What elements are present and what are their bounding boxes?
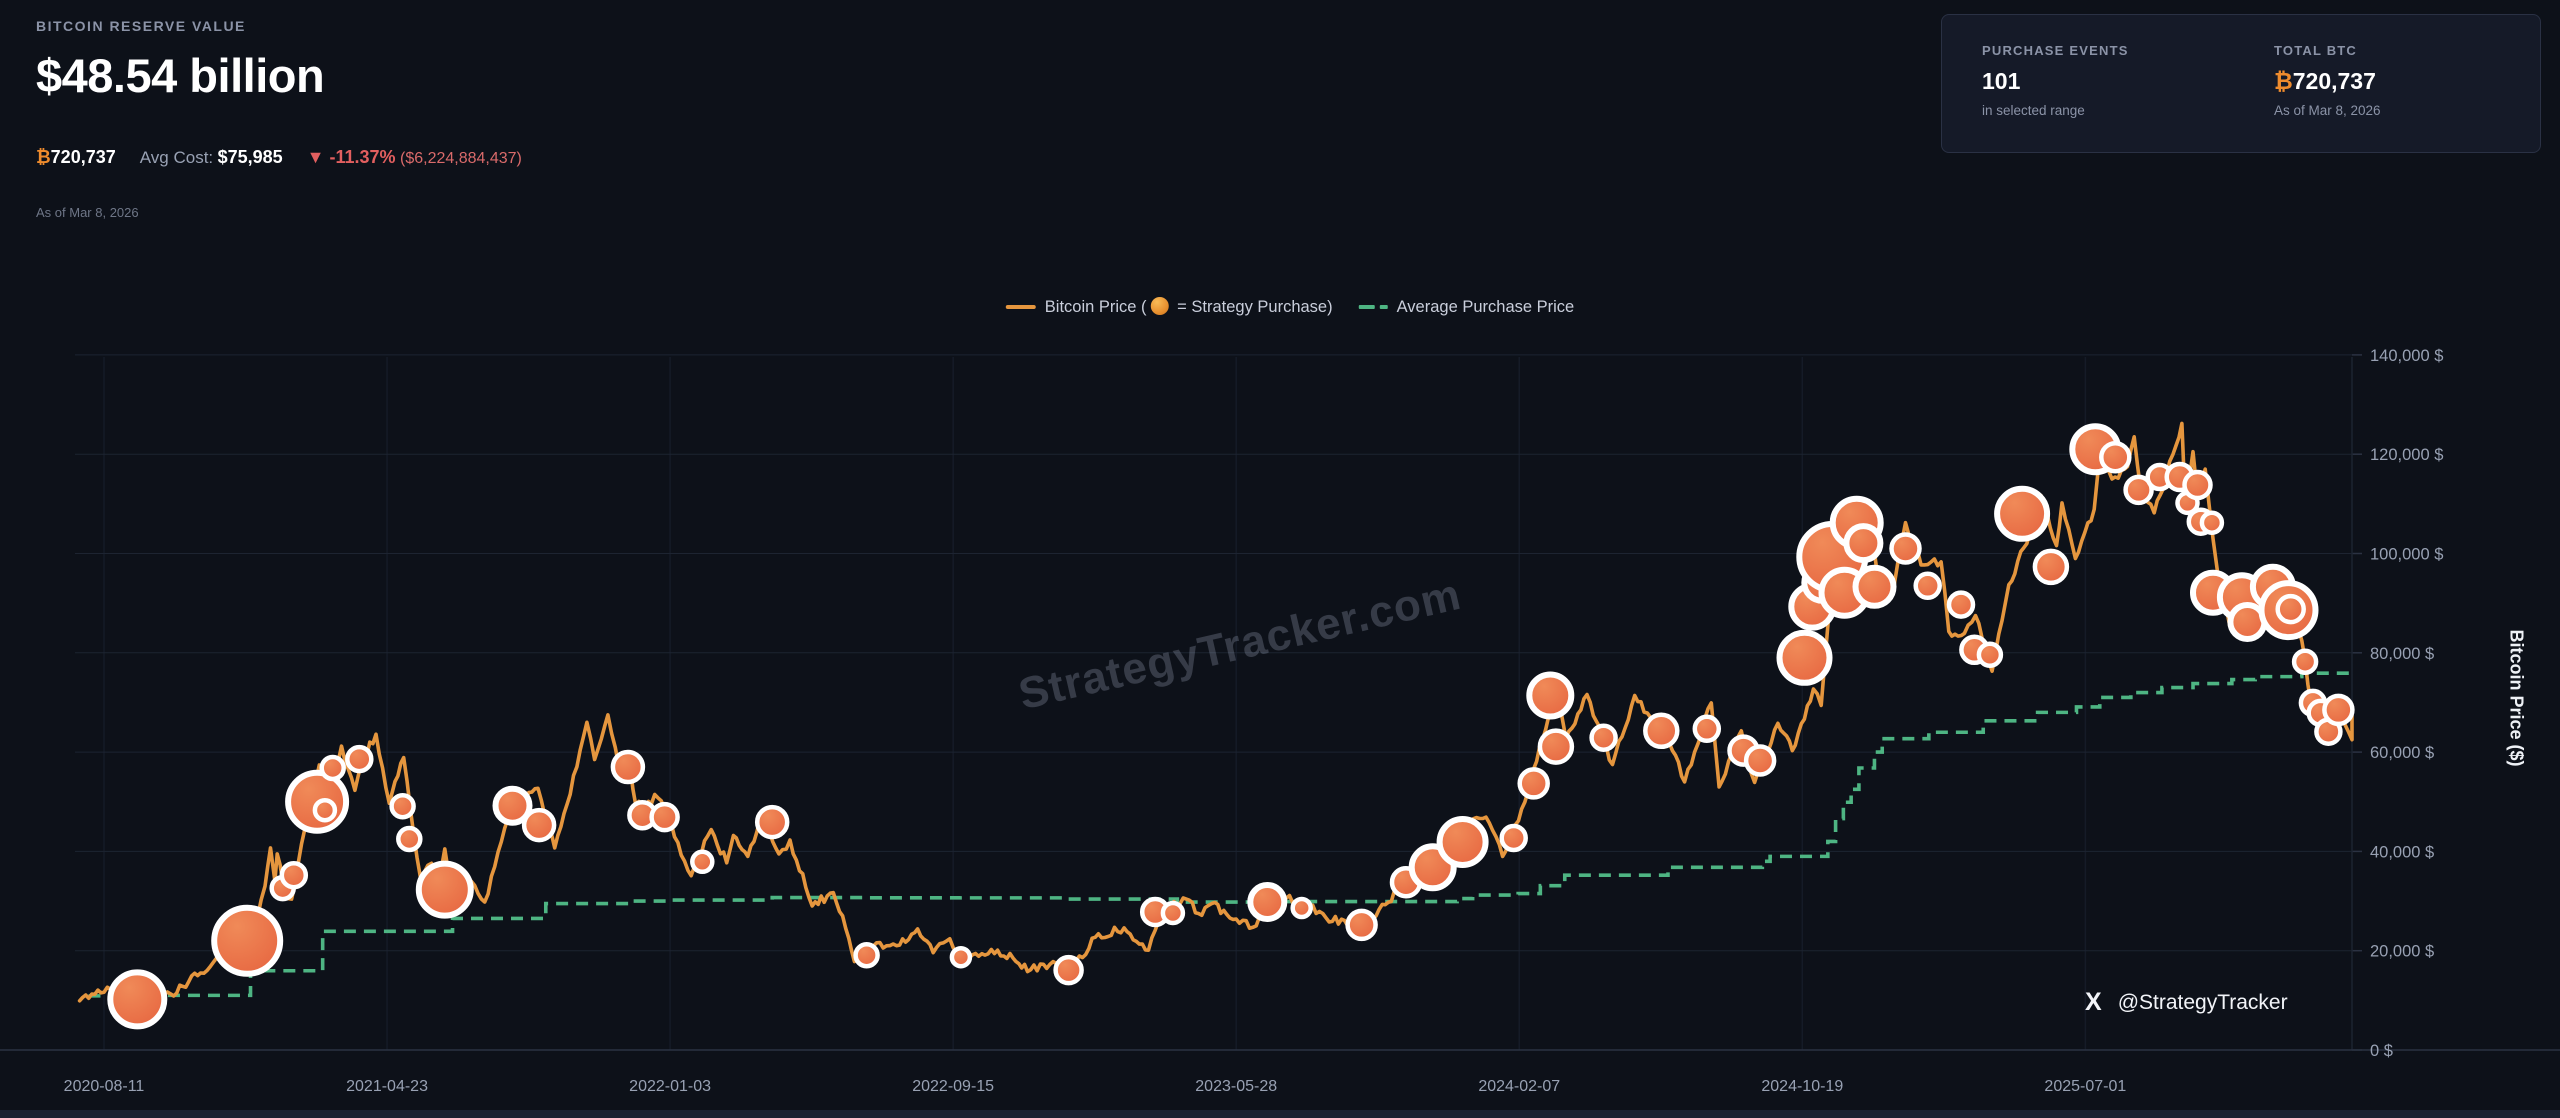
purchase-bubble[interactable] — [312, 797, 338, 823]
gridlines — [0, 354, 2560, 1051]
purchase-bubble[interactable] — [2032, 548, 2070, 586]
purchase-bubble[interactable] — [1743, 744, 1777, 777]
purchase-bubble[interactable] — [2182, 469, 2213, 501]
y-tick-label: 140,000 $ — [2370, 347, 2443, 365]
purchase-bubble[interactable] — [1776, 629, 1833, 686]
btc-symbol-icon: ₿ — [36, 147, 51, 167]
purchase-bubble[interactable] — [690, 849, 715, 875]
purchase-bubble[interactable] — [1589, 723, 1618, 752]
purchase-bubble[interactable] — [610, 749, 646, 785]
purchase-bubble[interactable] — [1843, 523, 1884, 564]
change-badge: ▼ -11.37% ($6,224,884,437) — [306, 147, 522, 167]
reserve-value-title: $48.54 billion — [36, 49, 325, 102]
x-tick-label: 2021-04-23 — [346, 1078, 428, 1095]
purchase-bubble[interactable] — [1537, 728, 1575, 765]
purchase-bubble[interactable] — [211, 904, 284, 977]
purchase-bubble[interactable] — [754, 804, 790, 840]
purchase-bubble[interactable] — [396, 825, 423, 853]
purchase-bubble[interactable] — [2123, 474, 2154, 506]
x-tick-label: 2025-07-01 — [2044, 1078, 2126, 1095]
x-tick-label: 2024-02-07 — [1478, 1078, 1560, 1095]
x-tick-label: 2022-09-15 — [912, 1078, 994, 1095]
purchase-bubble[interactable] — [1643, 712, 1680, 750]
x-handle: @StrategyTracker — [2117, 990, 2288, 1014]
x-tick-label: 2024-10-19 — [1761, 1078, 1843, 1095]
purchase-bubble[interactable] — [1499, 823, 1528, 853]
purchase-bubble[interactable] — [1517, 767, 1550, 800]
y-axis-title: Bitcoin Price ($) — [2506, 629, 2527, 767]
purchase-bubble[interactable] — [1852, 564, 1897, 609]
avg-line-swatch — [1358, 305, 1388, 309]
header-stats: ₿720,737 Avg Cost: $75,985 ▼ -11.37% ($6… — [36, 147, 522, 168]
purchase-bubble[interactable] — [279, 860, 309, 890]
header: BITCOIN RESERVE VALUE $48.54 billion — [36, 18, 325, 103]
purchase-bubble[interactable] — [1889, 532, 1922, 565]
purchase-bubble[interactable] — [107, 969, 168, 1030]
btc-symbol-icon: ₿ — [2274, 68, 2293, 94]
y-tick-label: 80,000 $ — [2370, 645, 2434, 663]
purchase-bubble[interactable] — [2275, 593, 2306, 625]
purchase-bubble[interactable] — [389, 792, 416, 820]
purchase-bubble[interactable] — [1160, 900, 1186, 926]
y-tick-label: 40,000 $ — [2370, 843, 2434, 861]
x-tick-label: 2023-05-28 — [1195, 1078, 1277, 1095]
btc-holdings: ₿720,737 — [36, 147, 116, 167]
purchase-bubble[interactable] — [2199, 510, 2225, 535]
axis-labels: 2020-08-11 2021-04-23 2022-01-03 2022-09-15… — [64, 347, 2444, 1095]
purchase-bubble[interactable] — [649, 801, 680, 833]
purchase-bubble[interactable] — [345, 744, 374, 774]
purchase-bubble[interactable] — [492, 785, 533, 826]
purchase-bubble[interactable] — [1913, 571, 1942, 601]
purchase-bubble[interactable] — [1247, 882, 1288, 922]
purchase-bubble[interactable] — [319, 754, 346, 782]
purchase-bubble[interactable] — [1994, 485, 2051, 542]
purchase-bubble[interactable] — [1436, 816, 1489, 868]
purchase-bubble[interactable] — [949, 945, 973, 969]
y-tick-label: 100,000 $ — [2370, 546, 2443, 564]
purchase-events-stat: PURCHASE EVENTS 101 in selected range — [1982, 43, 2129, 118]
purchase-bubbles — [107, 423, 2355, 1030]
y-tick-label: 20,000 $ — [2370, 943, 2434, 961]
summary-panel: PURCHASE EVENTS 101 in selected range TO… — [1941, 14, 2541, 153]
purchase-coin-icon — [1150, 297, 1169, 315]
x-tick-label: 2020-08-11 — [64, 1078, 145, 1095]
purchase-bubble[interactable] — [1526, 671, 1575, 720]
bottom-divider — [0, 1110, 2560, 1118]
x-twitter-icon: X — [2085, 988, 2102, 1016]
purchase-bubble[interactable] — [2099, 440, 2132, 474]
purchase-bubble[interactable] — [2291, 648, 2319, 675]
y-tick-label: 120,000 $ — [2370, 446, 2443, 464]
purchase-bubble[interactable] — [1345, 908, 1378, 942]
total-btc-stat: TOTAL BTC ₿720,737 As of Mar 8, 2026 — [2274, 43, 2381, 118]
purchase-bubble[interactable] — [2322, 693, 2355, 727]
page-title-label: BITCOIN RESERVE VALUE — [36, 18, 246, 34]
purchase-bubble[interactable] — [1692, 714, 1722, 744]
x-attribution: X @StrategyTracker — [2085, 988, 2288, 1017]
x-tick-label: 2022-01-03 — [629, 1078, 711, 1095]
legend-average-purchase-price[interactable]: Average Purchase Price — [1358, 298, 1574, 317]
purchase-bubble[interactable] — [521, 807, 557, 843]
purchase-bubble[interactable] — [853, 941, 880, 969]
y-tick-label: 60,000 $ — [2370, 744, 2434, 762]
average-purchase-price-line — [88, 671, 2354, 998]
purchase-bubble[interactable] — [1976, 641, 2004, 669]
purchase-bubble[interactable] — [1053, 954, 1084, 986]
y-tick-label: 0 $ — [2370, 1042, 2393, 1060]
down-triangle-icon: ▼ -11.37% — [306, 147, 396, 167]
purchase-bubble[interactable] — [415, 860, 474, 919]
legend-bitcoin-price[interactable]: Bitcoin Price ( = Strategy Purchase) — [1005, 297, 1333, 317]
avg-cost: Avg Cost: $75,985 — [139, 147, 283, 167]
price-line-swatch — [1005, 305, 1036, 309]
as-of-date: As of Mar 8, 2026 — [36, 205, 139, 220]
purchase-bubble[interactable] — [1290, 896, 1313, 920]
purchase-bubble[interactable] — [1946, 590, 1976, 619]
chart-legend: Bitcoin Price ( = Strategy Purchase) Ave… — [1005, 297, 1574, 317]
